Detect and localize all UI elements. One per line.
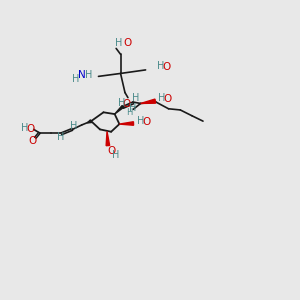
- Text: O: O: [163, 94, 171, 104]
- Text: H: H: [70, 121, 78, 131]
- Polygon shape: [87, 120, 92, 123]
- Text: O: O: [107, 146, 116, 157]
- Text: H: H: [72, 74, 80, 84]
- Text: H: H: [118, 98, 125, 108]
- Text: H: H: [126, 108, 133, 117]
- Text: N: N: [78, 70, 86, 80]
- Polygon shape: [106, 131, 110, 146]
- Polygon shape: [141, 99, 156, 103]
- Text: O: O: [28, 136, 36, 146]
- Text: H: H: [112, 150, 119, 160]
- Text: O: O: [26, 124, 34, 134]
- Text: H: H: [158, 93, 165, 103]
- Polygon shape: [119, 122, 134, 125]
- Text: H: H: [116, 38, 123, 47]
- Polygon shape: [115, 106, 124, 114]
- Text: H: H: [137, 116, 145, 126]
- Text: O: O: [123, 38, 131, 48]
- Text: H: H: [157, 61, 164, 71]
- Text: H: H: [57, 132, 65, 142]
- Text: O: O: [122, 99, 130, 110]
- Text: H: H: [129, 103, 136, 113]
- Text: H: H: [85, 70, 92, 80]
- Text: O: O: [142, 117, 151, 127]
- Text: H: H: [21, 123, 28, 133]
- Text: H: H: [132, 94, 140, 103]
- Text: O: O: [163, 62, 171, 72]
